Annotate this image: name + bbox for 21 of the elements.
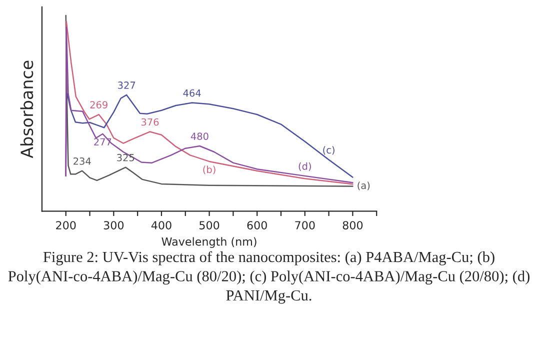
caption: Figure 2: UV-Vis spectra of the nanocomposites: (a) P4ABA/Mag-Cu; (b) Poly(ANI-co-4ABA)/Mag-Cu (80/20); (c) Poly(ANI-co-4ABA)/Mag-Cu (20/80); (d) PANI/Mg-Cu.: [8, 251, 530, 304]
x-tick-label: 500: [200, 221, 220, 230]
x-tick-label: 200: [56, 221, 76, 230]
x-tick-label: 300: [104, 221, 124, 230]
annotation: 376: [141, 118, 159, 126]
x-tick-label: 800: [342, 221, 363, 230]
annotation: 327: [118, 82, 136, 89]
x-axis-title: Wavelength (nm): [162, 237, 256, 248]
x-tick-label: 600: [247, 221, 267, 230]
annotation: (b): [203, 166, 216, 174]
annotation: 325: [117, 154, 134, 162]
annotation: (a): [358, 182, 370, 190]
annotation: 480: [190, 132, 208, 140]
annotation: (d): [298, 162, 311, 172]
annotation: 234: [74, 157, 91, 165]
x-tick-label: 400: [151, 221, 172, 230]
y-axis-title: Absorbance: [20, 60, 34, 158]
annotation: (c): [323, 146, 334, 155]
x-tick-label: 700: [295, 221, 315, 230]
annotation: 464: [183, 89, 201, 97]
annotation: 269: [90, 101, 108, 108]
